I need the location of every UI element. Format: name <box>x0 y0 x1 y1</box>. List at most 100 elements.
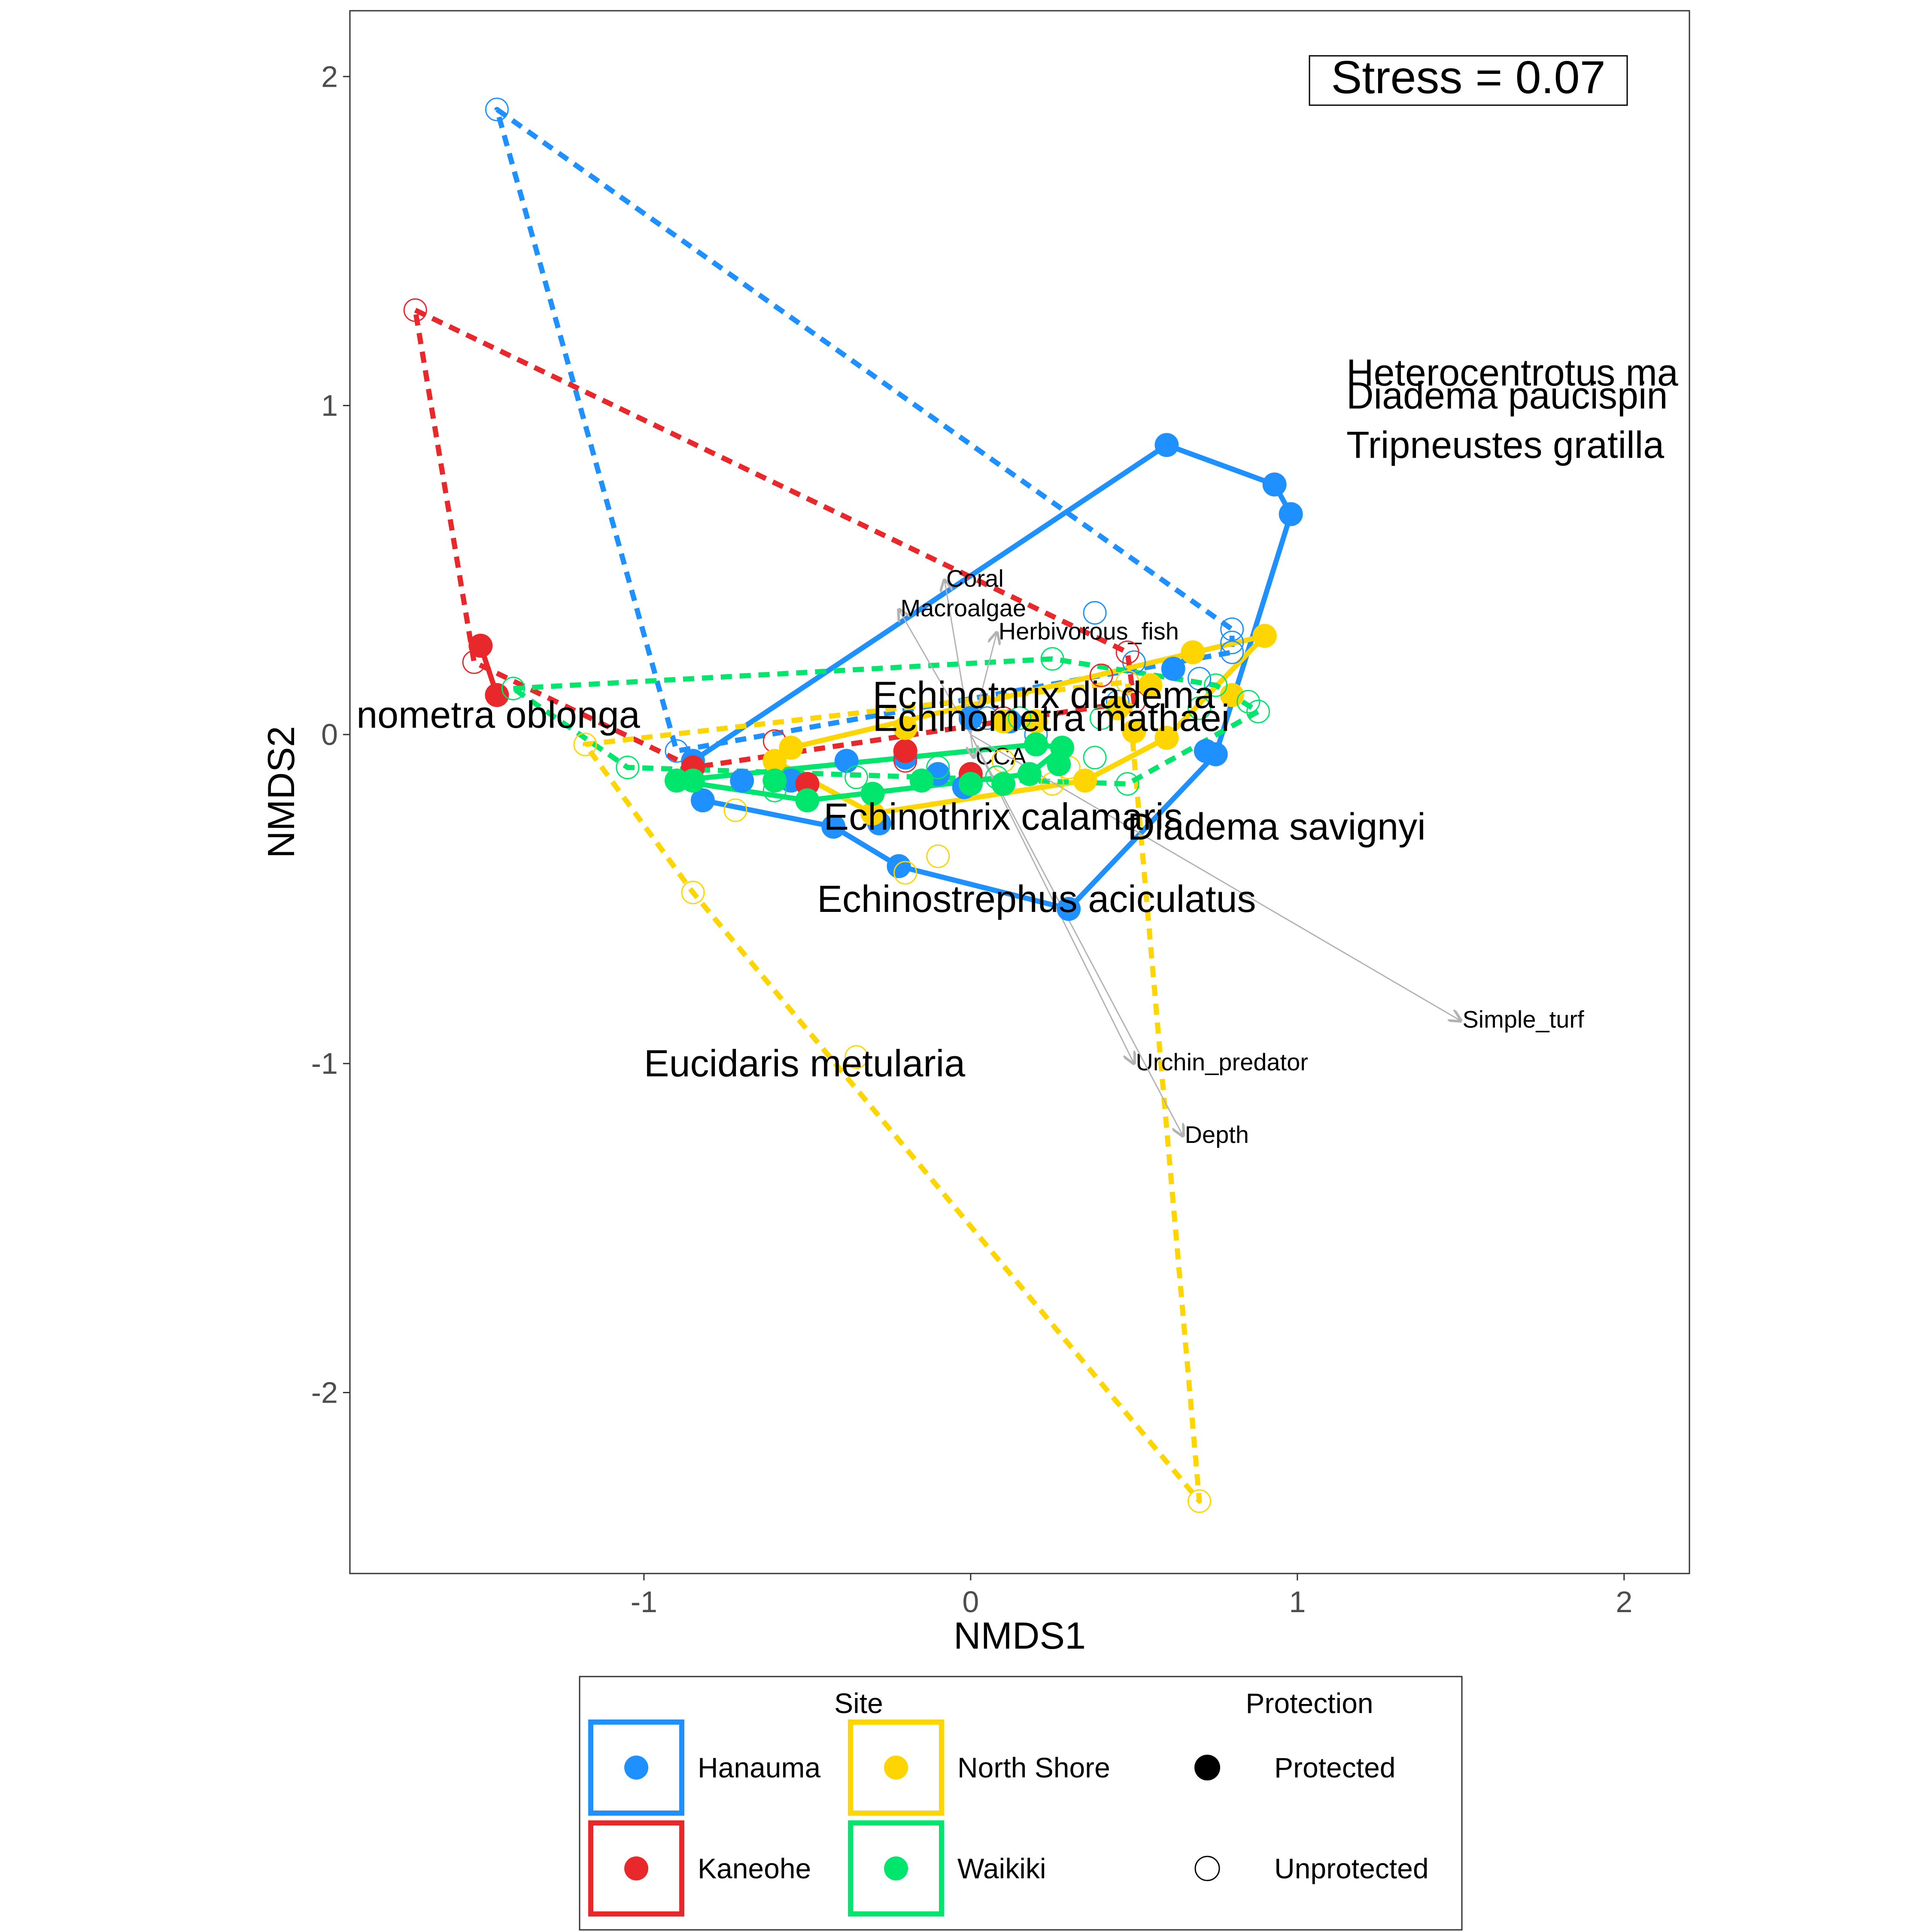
x-tick-label: -1 <box>631 1585 657 1619</box>
legend-label-protected: Protected <box>1274 1752 1396 1783</box>
legend-label-unprotected: Unprotected <box>1274 1853 1429 1884</box>
point-protected-waikiki <box>1017 762 1042 786</box>
point-protected-waikiki <box>958 772 983 796</box>
point-unprotected-north-shore <box>893 861 917 885</box>
point-protected-hanauma <box>730 769 754 793</box>
legend-protection-items: Protected Unprotected <box>1194 1752 1429 1884</box>
vector-label-coral: Coral <box>946 565 1004 592</box>
species-label-tripneustes-gratilla: Tripneustes gratilla <box>1346 424 1664 466</box>
axes-layer: -1 0 1 2 -2 -1 0 1 2 <box>311 60 1633 1619</box>
point-protected-north-shore <box>1252 624 1277 648</box>
point-protected-hanauma <box>1161 656 1185 681</box>
stress-box-border <box>1309 55 1628 106</box>
species-label-eucidaris-metularia: Eucidaris metularia <box>644 1042 965 1084</box>
point-protected-waikiki <box>860 781 885 806</box>
x-tick-label: 1 <box>1289 1585 1306 1619</box>
point-protected-north-shore <box>860 801 885 826</box>
point-unprotected-waikiki <box>1089 706 1113 730</box>
stress-label: Stress = 0.07 <box>1331 51 1605 103</box>
species-label-echinostrephus-aciculatus: Echinostrephus aciculatus <box>817 878 1256 920</box>
point-unprotected-waikiki <box>1236 690 1261 714</box>
point-unprotected-waikiki <box>1040 647 1064 671</box>
vector-label-depth: Depth <box>1185 1121 1249 1148</box>
point-protected-north-shore <box>893 716 917 740</box>
legend: Site Protection Hanauma Kaneohe North Shor… <box>579 1676 1463 1931</box>
point-protected-north-shore <box>1122 719 1146 744</box>
point-protected-waikiki <box>909 769 934 793</box>
point-protected-hanauma <box>1154 433 1179 457</box>
y-tick-label: -2 <box>311 1376 338 1410</box>
point-unprotected-north-shore <box>926 844 950 868</box>
species-label-diadema-savignyi: Diadema savignyi <box>1127 805 1426 848</box>
point-unprotected-waikiki <box>844 766 869 790</box>
hull-protected-hanauma <box>690 442 1294 912</box>
legend-label-waikiki: Waikiki <box>957 1853 1046 1884</box>
point-unprotected-waikiki <box>1204 673 1228 697</box>
x-tick-label: 0 <box>962 1585 979 1619</box>
legend-key-hanauma <box>588 1719 684 1816</box>
vector-arrow-macroalgae <box>899 610 972 735</box>
point-unprotected-hanauma <box>1188 667 1212 691</box>
point-unprotected-hanauma <box>1083 601 1107 625</box>
point-protected-hanauma <box>958 706 983 730</box>
point-protected-hanauma <box>690 788 715 813</box>
vector-label-macroalgae: Macroalgae <box>900 595 1026 622</box>
species-label-echinotnrix-diadema: Echinotnrix diadema <box>873 674 1215 716</box>
point-unprotected-waikiki <box>926 756 950 780</box>
vector-arrow-depth <box>970 734 1183 1136</box>
point-unprotected-north-shore <box>844 1045 869 1069</box>
vector-label-simple-turf: Simple_turf <box>1462 1006 1584 1033</box>
legend-symbol-unprotected <box>1194 1856 1220 1881</box>
point-protected-north-shore <box>1138 673 1163 697</box>
point-unprotected-waikiki <box>616 756 640 780</box>
species-label-diadema-paucispin: Diadema paucispin <box>1346 374 1668 417</box>
y-axis-title: NMDS2 <box>260 726 302 858</box>
y-tick-label: 0 <box>321 718 338 751</box>
vector-label-cca: CCA <box>975 743 1027 770</box>
hull-unprotected-north-shore <box>582 679 1202 1504</box>
vector-layer: CoralMacroalgaeHerbivorous_fishCCASimple… <box>899 565 1584 1148</box>
point-layer <box>403 97 1303 1513</box>
legend-dot-kaneohe <box>624 1856 648 1880</box>
point-protected-north-shore <box>1154 726 1179 750</box>
legend-dot-north-shore <box>884 1756 908 1780</box>
point-unprotected-north-shore <box>723 798 747 822</box>
legend-dot-waikiki <box>884 1856 908 1880</box>
point-unprotected-waikiki <box>1008 706 1032 730</box>
legend-label-hanauma: Hanauma <box>698 1752 820 1783</box>
species-label-heterocentrotus-ma: Heterocentrotus ma <box>1346 351 1678 394</box>
point-protected-waikiki <box>681 769 705 793</box>
legend-key-north-shore <box>848 1719 944 1816</box>
vector-arrow-cca <box>971 734 974 758</box>
y-tick-label: -1 <box>311 1047 338 1080</box>
vector-label-urchin-predator: Urchin_predator <box>1136 1048 1308 1075</box>
point-protected-kaneohe <box>795 772 820 796</box>
point-protected-waikiki <box>1024 732 1048 756</box>
legend-protection-title: Protection <box>1245 1687 1373 1719</box>
point-unprotected-hanauma <box>1220 617 1244 641</box>
point-unprotected-north-shore <box>1115 670 1139 694</box>
point-unprotected-waikiki <box>501 677 525 701</box>
species-label-echinothrix-calamaris: Echinothrix calamaris <box>823 795 1182 838</box>
legend-symbol-protected <box>1194 1755 1220 1780</box>
point-protected-north-shore <box>779 735 803 760</box>
point-protected-hanauma <box>834 749 859 773</box>
point-unprotected-kaneohe <box>1115 640 1139 664</box>
species-label-echinometra-mathaei: Echinometra mathaei <box>873 697 1230 739</box>
vector-arrow-simple-turf <box>970 734 1461 1021</box>
point-unprotected-waikiki <box>1083 746 1107 770</box>
x-tick-label: 2 <box>1616 1585 1632 1619</box>
hull-unprotected-hanauma <box>494 106 1235 754</box>
point-protected-hanauma <box>1203 742 1228 766</box>
legend-box <box>579 1676 1463 1931</box>
point-protected-waikiki <box>991 772 1015 796</box>
point-protected-waikiki <box>762 769 787 793</box>
point-unprotected-waikiki <box>1115 772 1139 796</box>
point-protected-waikiki <box>795 788 820 813</box>
point-protected-north-shore <box>762 749 787 773</box>
legend-dot-hanauma <box>624 1756 648 1780</box>
hull-unprotected-waikiki <box>510 656 1261 787</box>
point-protected-north-shore <box>1181 640 1205 665</box>
